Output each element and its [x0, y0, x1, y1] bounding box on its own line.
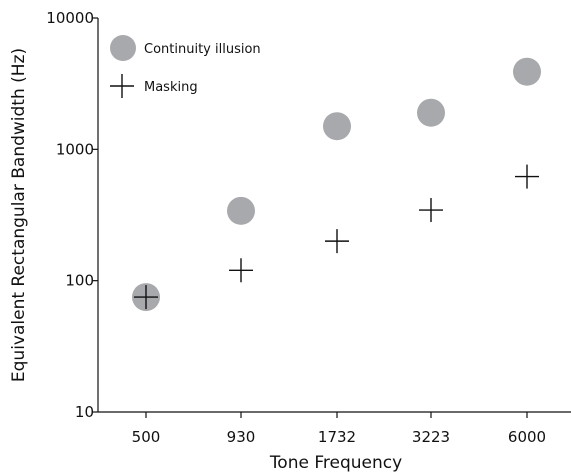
- y-tick-label: 1000: [56, 140, 94, 158]
- x-tick-label: 930: [227, 428, 256, 446]
- continuity-illusion-point: [417, 98, 445, 127]
- y-axis-title: Equivalent Rectangular Bandwidth (Hz): [9, 48, 29, 382]
- continuity-illusion-point: [227, 196, 255, 225]
- data-marks: [132, 57, 541, 312]
- x-tick-label: 1732: [318, 428, 356, 446]
- x-tick-label: 6000: [508, 428, 546, 446]
- x-tick-label: 500: [132, 428, 161, 446]
- masking-point: [229, 258, 253, 283]
- legend-label-continuity: Continuity illusion: [144, 42, 261, 57]
- y-tick-label: 10: [75, 403, 94, 421]
- masking-point: [419, 198, 443, 223]
- legend-circle-marker: [110, 35, 136, 61]
- legend: Continuity illusion Masking: [110, 35, 261, 98]
- legend-label-masking: Masking: [144, 80, 198, 95]
- x-axis-title: Tone Frequency: [269, 453, 402, 473]
- masking-point: [325, 229, 349, 254]
- y-tick-label: 100: [65, 272, 94, 290]
- continuity-illusion-point: [513, 57, 541, 86]
- masking-point: [515, 164, 539, 189]
- masking-point: [134, 285, 158, 310]
- axes: 10 100 1000 10000 500 930 1732 3223 6000: [46, 9, 571, 446]
- x-tick-label: 3223: [412, 428, 450, 446]
- y-tick-label: 10000: [46, 9, 94, 27]
- continuity-illusion-point: [323, 112, 351, 141]
